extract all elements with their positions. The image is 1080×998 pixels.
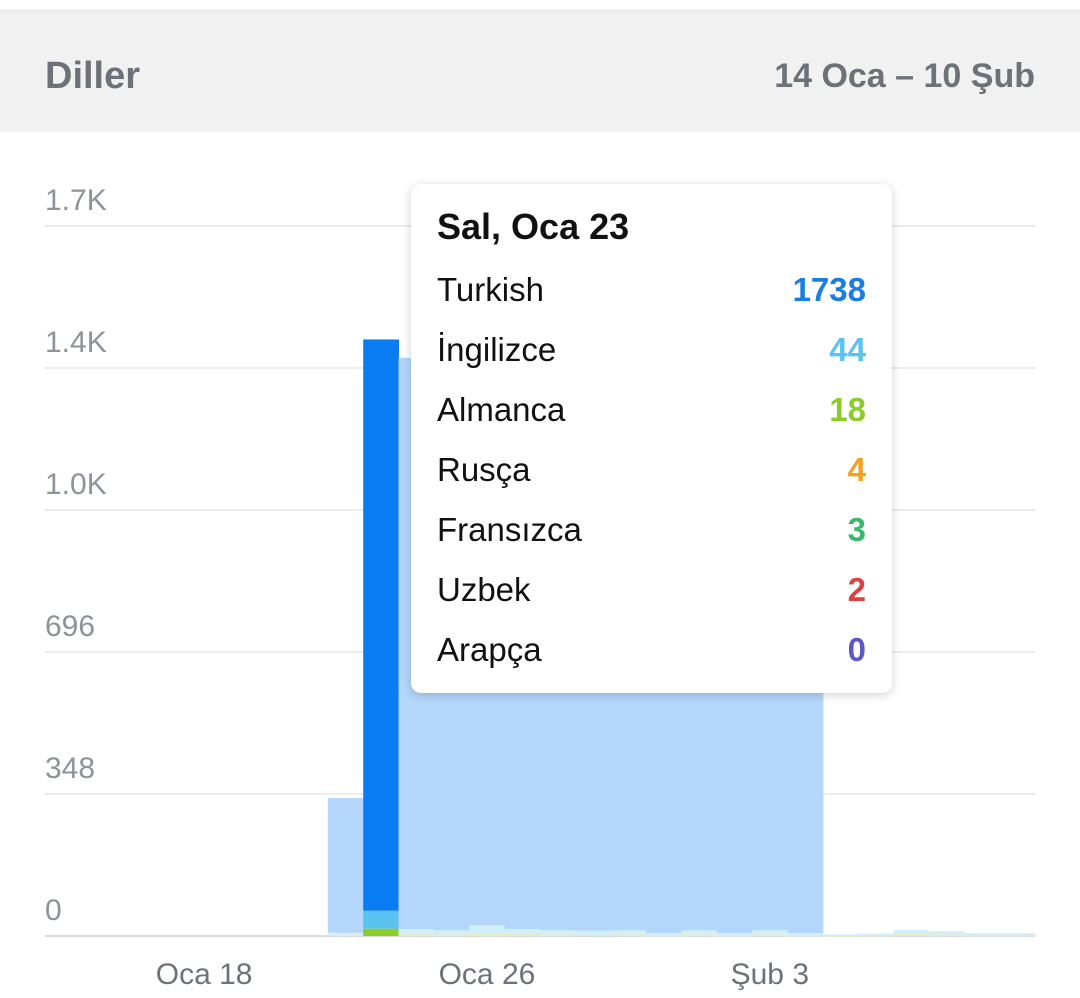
tooltip-label: Uzbek — [437, 571, 531, 608]
bar-segment[interactable] — [327, 934, 364, 936]
tooltip-value: 1738 — [792, 271, 866, 308]
bar-segment[interactable] — [504, 933, 541, 936]
y-tick-label: 348 — [45, 752, 95, 785]
y-tick-label: 1.7K — [45, 184, 107, 217]
bar-segment[interactable] — [964, 933, 1001, 936]
bar-segment[interactable] — [716, 935, 753, 937]
tooltip-value: 4 — [847, 451, 866, 488]
tooltip-date: Sal, Oca 23 — [437, 206, 630, 247]
tooltip-row-arapca: Arapça 0 — [437, 628, 866, 672]
tooltip-value: 44 — [829, 331, 866, 368]
y-axis-ticks: 0 348 696 1.0K 1.4K 1.7K — [45, 184, 107, 927]
bar-segment[interactable] — [327, 932, 364, 935]
bar-segment[interactable] — [787, 935, 824, 937]
bar-segment[interactable] — [540, 934, 576, 936]
x-tick-label: Oca 18 — [156, 958, 253, 991]
tooltip-row-turkish: Turkish 1738 — [437, 268, 866, 312]
date-range-label[interactable]: 14 Oca – 10 Şub — [774, 57, 1035, 95]
bar-segment[interactable] — [822, 934, 859, 936]
y-tick-label: 1.0K — [45, 468, 107, 501]
bar-segment[interactable] — [398, 933, 435, 936]
tooltip-row-ingilizce: İngilizce 44 — [437, 328, 866, 372]
bar-segment[interactable] — [646, 933, 682, 936]
tooltip-value: 3 — [847, 511, 866, 548]
tooltip-label: Almanca — [437, 391, 566, 428]
bar-segment[interactable] — [363, 928, 400, 936]
bar-segment[interactable] — [433, 934, 470, 936]
tooltip-value: 18 — [829, 391, 866, 428]
bar-segment[interactable] — [327, 798, 364, 933]
bar-segment[interactable] — [752, 930, 788, 935]
bar-segment[interactable] — [504, 929, 541, 934]
tooltip-row-almanca: Almanca 18 — [437, 388, 866, 432]
x-tick-label: Oca 26 — [439, 958, 536, 991]
bar-segment[interactable] — [858, 935, 895, 937]
tooltip-value: 0 — [847, 631, 866, 668]
card-title: Diller — [45, 55, 141, 97]
x-axis-ticks: Oca 18 Oca 26 Şub 3 — [156, 958, 809, 991]
bar-segment[interactable] — [646, 935, 682, 937]
bar-segment[interactable] — [893, 933, 930, 936]
card-header: Diller 14 Oca – 10 Şub — [0, 11, 1080, 132]
bar-segment[interactable] — [681, 930, 718, 935]
bar-segment[interactable] — [363, 910, 400, 929]
tooltip-row-fransizca: Fransızca 3 — [437, 508, 866, 552]
chart-tooltip: Sal, Oca 23 Turkish 1738 İngilizce 44 Al… — [411, 184, 892, 693]
bar-segment[interactable] — [610, 930, 647, 935]
tooltip-value: 2 — [847, 571, 866, 608]
bar-segment[interactable] — [575, 930, 612, 935]
tooltip-label: Fransızca — [437, 511, 582, 548]
bar-segment[interactable] — [858, 933, 895, 936]
bar-segment[interactable] — [716, 933, 753, 936]
bar-segment[interactable] — [928, 934, 965, 936]
tooltip-label: Turkish — [437, 271, 544, 308]
y-tick-label: 0 — [45, 894, 62, 927]
y-tick-label: 696 — [45, 610, 95, 643]
tooltip-row-rusca: Rusça 4 — [437, 448, 866, 492]
bar-segment[interactable] — [469, 933, 506, 936]
bar-segment[interactable] — [752, 934, 788, 936]
bar-segment[interactable] — [822, 935, 859, 937]
bar-segment[interactable] — [469, 925, 506, 934]
bar-segment[interactable] — [893, 929, 930, 934]
bar-segment[interactable] — [575, 934, 612, 936]
bar-segment[interactable] — [999, 933, 1036, 936]
tooltip-label: Arapça — [437, 631, 542, 668]
bar-segment[interactable] — [398, 929, 435, 934]
bar-segment[interactable] — [999, 935, 1036, 937]
tooltip-label: Rusça — [437, 451, 531, 488]
tooltip-row-uzbek: Uzbek 2 — [437, 568, 866, 612]
top-divider — [0, 0, 1080, 11]
bar-segment[interactable] — [540, 930, 576, 935]
tooltip-label: İngilizce — [437, 331, 557, 368]
y-tick-label: 1.4K — [45, 326, 107, 359]
bar-segment[interactable] — [433, 930, 470, 935]
bar-segment[interactable] — [363, 339, 400, 911]
x-tick-label: Şub 3 — [731, 958, 809, 991]
bar-segment[interactable] — [787, 933, 824, 936]
bar-segment[interactable] — [928, 931, 965, 935]
bar-segment[interactable] — [681, 934, 718, 936]
bar-segment[interactable] — [610, 934, 647, 936]
bar-segment[interactable] — [964, 935, 1001, 937]
